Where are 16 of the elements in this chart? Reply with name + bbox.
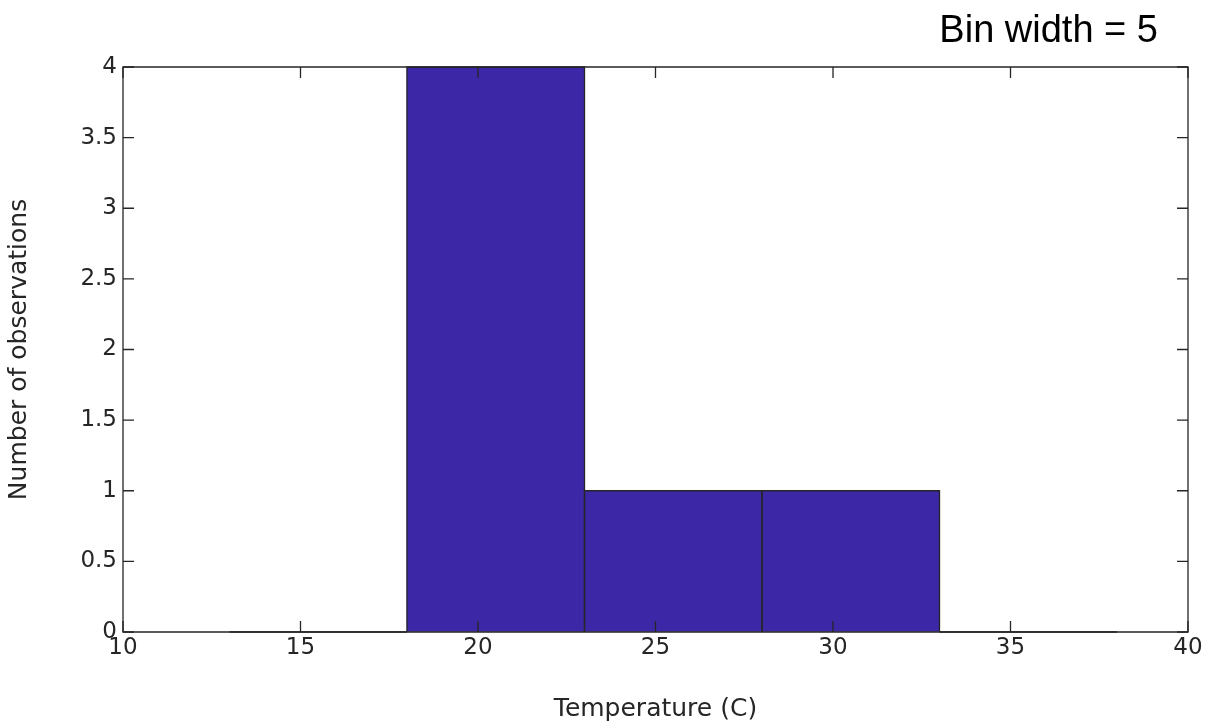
y-tick-label: 4 [102,51,117,78]
y-axis-title: Number of observations [2,198,32,501]
x-tick-label: 30 [818,632,848,659]
y-tick-label: 3.5 [80,122,117,149]
x-axis-title: Temperature (C) [552,692,758,722]
x-tick-label: 15 [285,632,316,659]
y-tick-label: 2.5 [80,263,117,290]
x-tick-label: 25 [640,632,671,659]
y-tick-label: 2 [102,334,117,361]
y-tick-label: 1 [102,475,117,502]
y-tick-label: 3 [102,193,117,220]
x-tick-label: 35 [995,632,1026,659]
x-tick-label: 20 [463,632,493,659]
text: Bin width = 5 [939,8,1158,51]
y-tick-label: 1.5 [80,405,117,432]
y-tick-label: 0.5 [80,546,117,573]
